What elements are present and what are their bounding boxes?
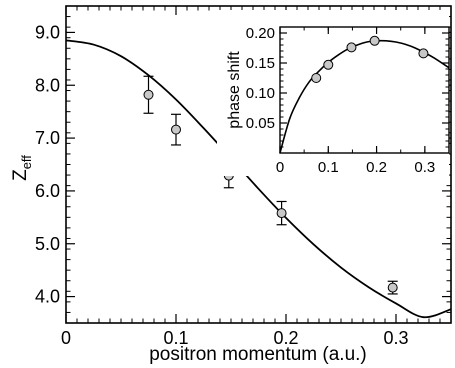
inset-data-points (311, 35, 429, 83)
inset-x-tick-label: 0 (276, 159, 284, 176)
inset-y-tick-label: 0.15 (246, 55, 275, 72)
main-fit-curve (65, 39, 452, 319)
inset-y-axis-title: phase shift (226, 51, 243, 129)
inset-data-point (311, 73, 322, 83)
main-plot: 0 0.1 0.2 0.3 4.0 5.0 6.0 7.0 8.0 9.0 positron mo… (10, 5, 452, 365)
inset-x-tick-label: 0.1 (318, 159, 339, 176)
main-y-tick-label: 6.0 (35, 181, 60, 201)
inset-tick-labels: 0 0.1 0.2 0.3 0.05 0.10 0.15 0.20 (246, 25, 435, 176)
inset-data-point (323, 59, 334, 70)
inset-data-point (418, 48, 429, 59)
x-axis-title: positron momentum (a.u.) (149, 344, 367, 365)
inset-y-tick-label: 0.05 (246, 115, 275, 132)
main-x-tick-label: 0 (61, 328, 71, 348)
main-tick-labels: 0 0.1 0.2 0.3 4.0 5.0 6.0 7.0 8.0 9.0 (35, 22, 409, 348)
main-y-tick-label: 9.0 (35, 22, 60, 42)
inset-plot-frame (279, 26, 450, 154)
inset-x-tick-label: 0.2 (366, 159, 387, 176)
inset-data-point (369, 35, 380, 46)
inset-fit-curve (279, 39, 450, 154)
main-x-tick-label: 0.3 (383, 328, 408, 348)
inset-y-tick-label: 0.10 (246, 85, 275, 102)
inset-fit-curve-line (279, 39, 450, 154)
y-axis-title-subscript: eff (19, 155, 34, 170)
inset-data-point (346, 42, 357, 53)
y-axis-title: Zeff (10, 155, 34, 181)
main-y-tick-label: 5.0 (35, 234, 60, 254)
inset-y-tick-label: 0.20 (246, 25, 275, 42)
main-x-tick-label: 0.2 (273, 328, 298, 348)
inset-plot-background (217, 10, 449, 176)
main-y-tick-label: 7.0 (35, 128, 60, 148)
main-y-tick-label: 4.0 (35, 287, 60, 307)
main-fit-curve-line (65, 39, 452, 319)
inset-plot: 0 0.1 0.2 0.3 0.05 0.10 0.15 0.20 phase shift (217, 10, 450, 176)
main-x-tick-label: 0.1 (163, 328, 188, 348)
main-data-point (171, 124, 181, 135)
main-data-point (276, 208, 287, 219)
main-y-tick-label: 8.0 (35, 75, 60, 95)
inset-x-tick-label: 0.3 (414, 159, 435, 176)
main-data-point (143, 89, 154, 100)
main-data-point (387, 282, 398, 293)
